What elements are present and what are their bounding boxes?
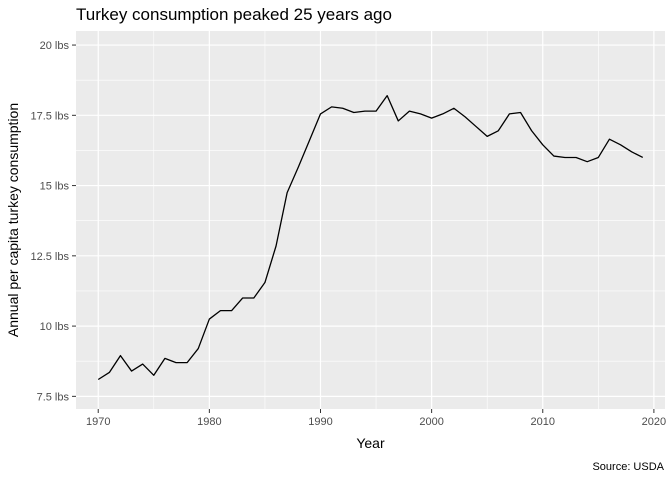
x-tick-label: 2020 — [642, 416, 666, 428]
series-line-turkey-consumption — [97, 94, 644, 381]
y-tick-label: 10 lbs — [40, 321, 70, 333]
y-tick-label: 17.5 lbs — [30, 110, 69, 122]
y-axis: 7.5 lbs 10 lbs 12.5 lbs 15 lbs 17.5 lbs 20 lb… — [30, 40, 76, 403]
y-tick-label: 20 lbs — [40, 40, 70, 52]
plot-panel — [76, 31, 665, 409]
y-tick-label: 7.5 lbs — [37, 391, 70, 403]
minor-gridlines — [76, 31, 665, 409]
x-tick-label: 2010 — [531, 416, 555, 428]
x-tick-label: 1970 — [86, 416, 110, 428]
x-axis: 1970 1980 1990 2000 2010 2020 — [86, 409, 666, 428]
chart-title: Turkey consumption peaked 25 years ago — [76, 5, 392, 24]
chart-caption: Source: USDA — [592, 461, 664, 473]
y-axis-title: Annual per capita turkey consumption — [5, 103, 21, 337]
major-gridlines — [76, 31, 665, 409]
x-axis-title: Year — [356, 435, 385, 451]
x-tick-label: 2000 — [419, 416, 443, 428]
y-tick-label: 12.5 lbs — [30, 251, 69, 263]
x-tick-label: 1980 — [197, 416, 221, 428]
y-tick-label: 15 lbs — [40, 181, 70, 193]
x-tick-label: 1990 — [308, 416, 332, 428]
